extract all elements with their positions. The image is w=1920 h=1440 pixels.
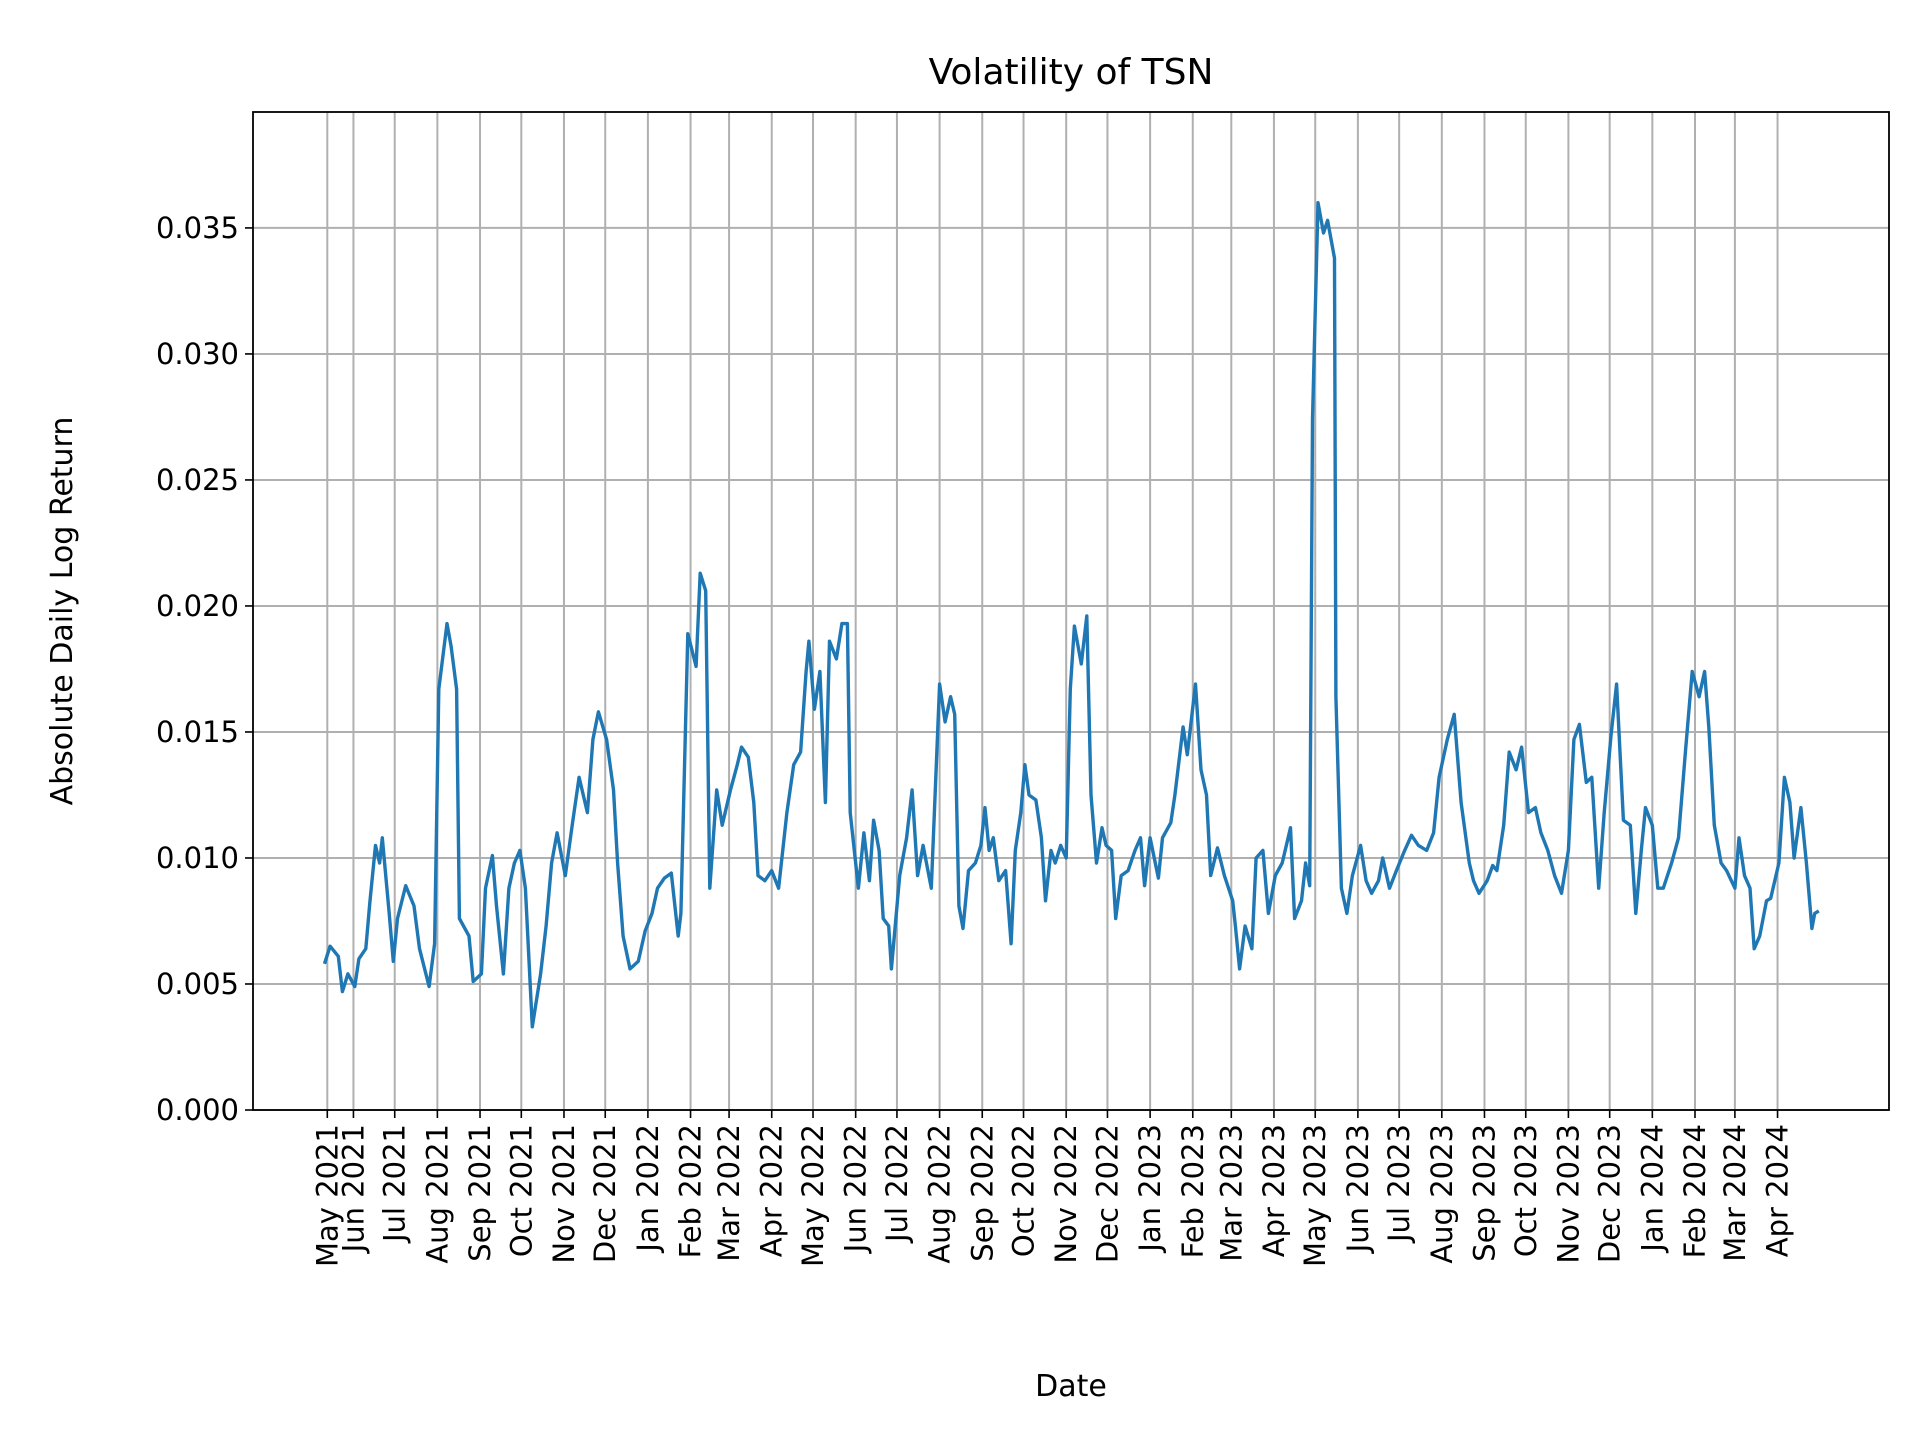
y-tick-label: 0.020 [156, 589, 239, 623]
x-tick-label: Feb 2023 [1176, 1124, 1210, 1258]
x-tick-label: Oct 2022 [1007, 1124, 1041, 1257]
plot-frame [252, 111, 1890, 1111]
x-tick-label: Jun 2023 [1341, 1124, 1375, 1254]
y-axis-label: Absolute Daily Log Return [45, 417, 80, 806]
x-tick-label: Jul 2023 [1382, 1124, 1416, 1244]
x-tick-label: Aug 2021 [420, 1124, 454, 1264]
y-tick-label: 0.025 [156, 463, 239, 497]
x-tick-label: Mar 2024 [1718, 1124, 1752, 1262]
x-tick-label: Aug 2022 [923, 1124, 957, 1264]
x-tick-label: Apr 2024 [1761, 1124, 1795, 1257]
x-tick-label: Jun 2022 [839, 1124, 873, 1254]
grid-lines [253, 112, 1889, 1111]
x-tick-label: Dec 2022 [1090, 1124, 1124, 1263]
x-tick-label: Sep 2021 [463, 1124, 497, 1262]
x-tick-label: Sep 2023 [1467, 1124, 1501, 1262]
x-tick-label: Jan 2023 [1133, 1124, 1167, 1254]
x-tick-label: Jul 2021 [378, 1124, 412, 1244]
x-tick-label: Feb 2024 [1678, 1124, 1712, 1258]
x-tick-label: Jan 2022 [631, 1124, 665, 1254]
x-tick-label: Sep 2022 [965, 1124, 999, 1262]
series-layer [322, 200, 1820, 1029]
y-tick-label: 0.015 [156, 715, 239, 749]
y-tick-label: 0.000 [156, 1093, 239, 1127]
y-tick-label: 0.035 [156, 211, 239, 245]
x-tick-label: May 2021 [310, 1124, 344, 1267]
x-tick-label: Jan 2024 [1635, 1124, 1669, 1254]
x-tick-label: Nov 2022 [1049, 1124, 1083, 1264]
x-tick-label: Jun 2021 [336, 1124, 370, 1254]
x-tick-label: Dec 2023 [1593, 1124, 1627, 1263]
x-tick-label: Apr 2023 [1257, 1124, 1291, 1257]
x-tick-label: Apr 2022 [755, 1124, 789, 1257]
volatility-line [322, 200, 1820, 1029]
x-tick-label: Jul 2022 [880, 1124, 914, 1244]
y-tick-label: 0.030 [156, 337, 239, 371]
chart-title: Volatility of TSN [929, 52, 1214, 93]
x-axis-label: Date [1035, 1369, 1107, 1404]
x-tick-label: Nov 2021 [547, 1124, 581, 1264]
x-tick-label: Oct 2021 [504, 1124, 538, 1257]
x-tick-label: Nov 2023 [1551, 1124, 1585, 1264]
x-tick-label: Dec 2021 [588, 1124, 622, 1263]
x-tick-label: Aug 2023 [1425, 1124, 1459, 1264]
y-axis: 0.000 0.005 0.010 0.015 0.020 0.025 0.030 0.035 [156, 211, 253, 1127]
x-tick-label: Mar 2022 [712, 1124, 746, 1262]
y-tick-label: 0.005 [156, 967, 239, 1001]
x-tick-label: Feb 2022 [674, 1124, 708, 1258]
x-tick-label: May 2022 [796, 1124, 830, 1267]
x-tick-label: Oct 2023 [1509, 1124, 1543, 1257]
x-tick-label: May 2023 [1298, 1124, 1332, 1267]
x-tick-label: Mar 2023 [1214, 1124, 1248, 1262]
y-tick-label: 0.010 [156, 841, 239, 875]
